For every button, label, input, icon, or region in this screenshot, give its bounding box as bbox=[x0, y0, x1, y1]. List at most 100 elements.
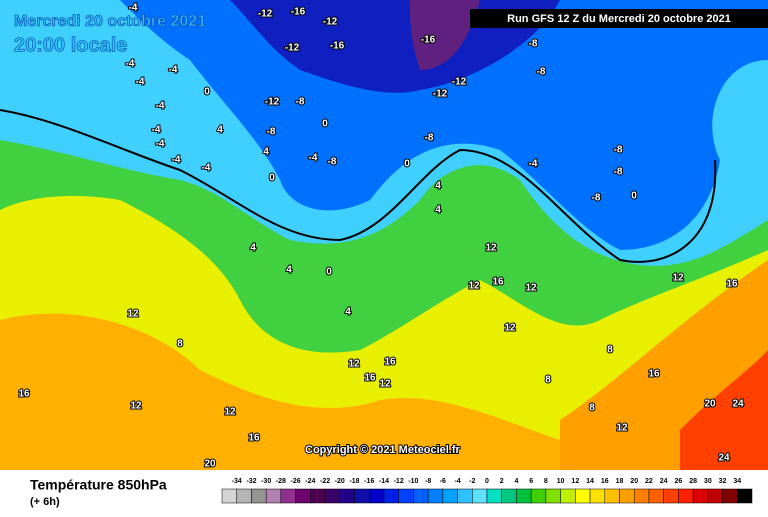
legend-tick-label: 18 bbox=[616, 478, 624, 485]
legend-tick-label: 8 bbox=[544, 478, 548, 485]
copyright: Copyright © 2021 Meteociel.fr bbox=[305, 444, 461, 456]
legend-tick-label: 0 bbox=[485, 478, 489, 485]
contour-label: -16 bbox=[421, 35, 436, 46]
legend-tick-label: -4 bbox=[454, 478, 460, 485]
legend-tick-label: -12 bbox=[394, 478, 404, 485]
contour-label: -8 bbox=[425, 133, 434, 144]
legend-tick-label: -14 bbox=[379, 478, 389, 485]
contour-label: -8 bbox=[328, 157, 337, 168]
legend-swatch bbox=[486, 488, 502, 504]
contour-label: 4 bbox=[217, 125, 223, 136]
contour-label: 0 bbox=[204, 87, 210, 98]
legend-tick-label: -28 bbox=[276, 478, 286, 485]
legend-tick-label: 2 bbox=[500, 478, 504, 485]
contour-label: -8 bbox=[529, 39, 538, 50]
legend-swatch bbox=[722, 488, 738, 504]
legend-swatch bbox=[457, 488, 473, 504]
contour-label: -4 bbox=[156, 139, 165, 150]
contour-label: 16 bbox=[492, 277, 504, 288]
contour-label: -4 bbox=[169, 65, 178, 76]
lead-time: (+ 6h) bbox=[30, 496, 60, 508]
legend-tick-label: 22 bbox=[645, 478, 653, 485]
legend-swatch bbox=[324, 488, 341, 504]
contour-label: -16 bbox=[291, 7, 306, 18]
legend-swatch bbox=[472, 488, 488, 504]
legend-tick-label: 28 bbox=[689, 478, 697, 485]
contour-label: 8 bbox=[545, 375, 551, 386]
legend-tick-label: 12 bbox=[571, 478, 579, 485]
contour-label: -8 bbox=[614, 167, 623, 178]
contour-label: -8 bbox=[537, 67, 546, 78]
legend-swatch bbox=[383, 488, 399, 504]
contour-label: 16 bbox=[384, 357, 396, 368]
legend-tick-label: -6 bbox=[440, 478, 446, 485]
contour-label: -8 bbox=[267, 127, 276, 138]
legend-swatch bbox=[354, 488, 370, 504]
legend-tick-label: -18 bbox=[349, 478, 359, 485]
contour-label: -4 bbox=[309, 153, 318, 164]
legend-swatch bbox=[427, 488, 444, 504]
legend-swatch bbox=[575, 488, 591, 504]
legend-swatch bbox=[692, 488, 709, 504]
legend-tick-label: -34 bbox=[232, 478, 242, 485]
legend-swatch bbox=[413, 488, 429, 504]
contour-label: 4 bbox=[250, 243, 256, 254]
legend-tick-label: 34 bbox=[733, 478, 741, 485]
contour-label: 24 bbox=[718, 453, 730, 464]
legend-swatch bbox=[545, 488, 561, 504]
contour-label: 0 bbox=[322, 119, 328, 130]
contour-label: 0 bbox=[404, 159, 410, 170]
legend-swatch bbox=[339, 488, 355, 504]
time: 20:00 locale bbox=[14, 34, 127, 56]
contour-label: -8 bbox=[296, 97, 305, 108]
contour-label: 20 bbox=[204, 459, 216, 470]
contour-label: 12 bbox=[485, 243, 497, 254]
contour-label: 12 bbox=[379, 379, 391, 390]
legend-tick-label: -30 bbox=[261, 478, 271, 485]
legend-swatch bbox=[251, 488, 267, 504]
legend-swatch bbox=[530, 488, 547, 504]
contour-label: 16 bbox=[726, 279, 738, 290]
coldest-region bbox=[410, 0, 480, 70]
contour-label: 0 bbox=[326, 267, 332, 278]
contour-label: -4 bbox=[202, 163, 211, 174]
legend-tick-label: 20 bbox=[630, 478, 638, 485]
contour-label: 12 bbox=[525, 283, 537, 294]
contour-label: -4 bbox=[172, 155, 181, 166]
legend-swatch bbox=[633, 488, 650, 504]
legend-swatch bbox=[221, 488, 237, 504]
legend-swatch bbox=[604, 488, 620, 504]
legend-tick-label: -32 bbox=[246, 478, 256, 485]
contour-label: 12 bbox=[127, 309, 139, 320]
legend-swatch bbox=[236, 488, 252, 504]
legend-swatch bbox=[737, 488, 753, 504]
contour-label: 4 bbox=[345, 307, 351, 318]
legend-swatch bbox=[619, 488, 635, 504]
legend-swatch bbox=[501, 488, 517, 504]
cold-region bbox=[120, 0, 768, 250]
contour-label: 0 bbox=[631, 191, 637, 202]
contour-label: 8 bbox=[589, 403, 595, 414]
legend: -34 -32 -30 -28 -26 -24 -22 -20 -18 -16 -14 -12 -10-… bbox=[221, 478, 753, 504]
contour-label: -4 bbox=[136, 77, 145, 88]
contour-label: 4 bbox=[435, 181, 441, 192]
legend-tick-label: -10 bbox=[408, 478, 418, 485]
run-box bbox=[470, 9, 768, 28]
legend-swatch bbox=[310, 488, 326, 504]
contour-label: -4 bbox=[152, 125, 161, 136]
contour-label: 4 bbox=[263, 147, 269, 158]
contour-label: 12 bbox=[348, 359, 360, 370]
contour-label: 12 bbox=[504, 323, 516, 334]
legend-swatch bbox=[707, 488, 723, 504]
contour-label: 12 bbox=[672, 273, 684, 284]
contour-label: -4 bbox=[529, 159, 538, 170]
contour-label: -8 bbox=[592, 193, 601, 204]
contour-label: 8 bbox=[177, 339, 183, 350]
legend-tick-label: -24 bbox=[305, 478, 315, 485]
legend-swatch bbox=[589, 488, 606, 504]
legend-swatch bbox=[648, 488, 664, 504]
contour-label: 16 bbox=[364, 373, 376, 384]
legend-tick-label: -2 bbox=[469, 478, 475, 485]
contour-labels: -4-12 -16-12-12 -16-16 -8-8-12-12-12 -8-4-4-… bbox=[17, 2, 745, 471]
